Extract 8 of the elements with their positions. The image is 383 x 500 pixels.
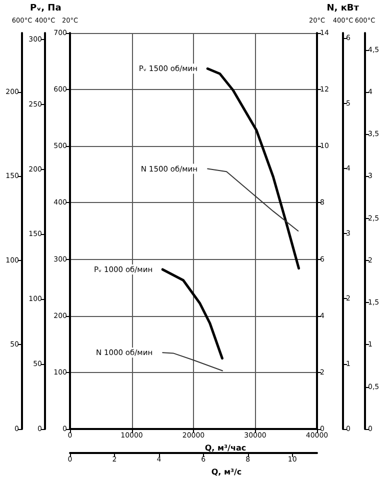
x-axis-title: Q, м³/час	[204, 443, 246, 452]
line-series	[161, 268, 224, 360]
x2-axis-title: Q, м³/с	[211, 467, 242, 476]
line-series	[207, 168, 299, 232]
text: Pᵥ, Па	[30, 4, 62, 14]
line-series	[162, 352, 224, 372]
line-series	[206, 67, 300, 270]
text: N, кВт	[326, 4, 360, 14]
